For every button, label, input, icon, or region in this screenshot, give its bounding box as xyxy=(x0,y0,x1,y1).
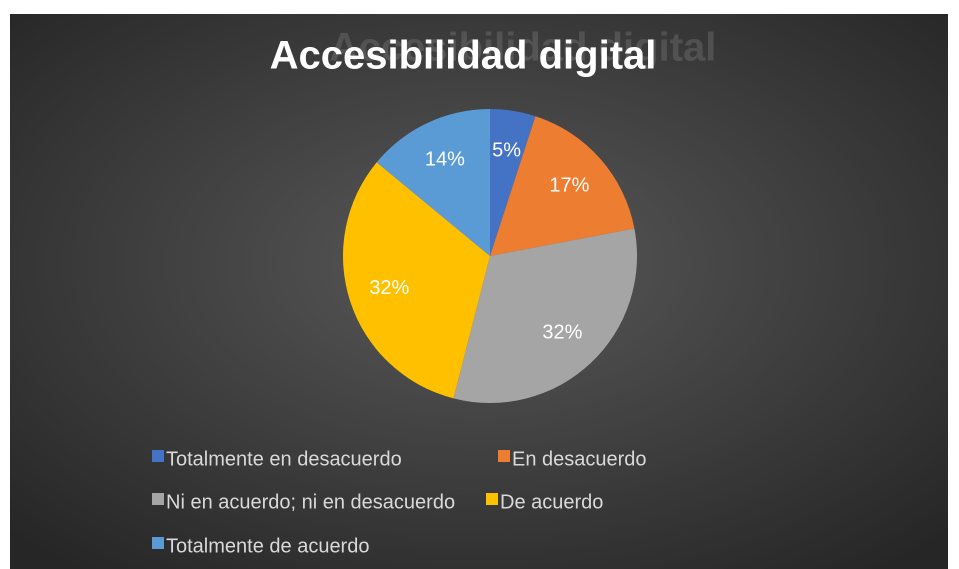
slice-label: 14% xyxy=(425,149,465,171)
legend-swatch xyxy=(498,450,510,462)
slice-label: 5% xyxy=(492,140,521,162)
legend-label: Ni en acuerdo; ni en desacuerdo xyxy=(166,491,455,513)
legend-label: Totalmente en desacuerdo xyxy=(166,448,402,470)
slice-label: 17% xyxy=(549,174,589,196)
chart-title: Accesibilidad digital xyxy=(270,34,657,78)
slice-label: 32% xyxy=(542,321,582,343)
legend-swatch xyxy=(152,450,164,462)
legend-label: De acuerdo xyxy=(500,491,603,513)
pie-slice xyxy=(343,162,490,399)
legend-label: Totalmente de acuerdo xyxy=(166,535,369,557)
pie-slice xyxy=(376,109,490,256)
legend-label: En desacuerdo xyxy=(512,448,647,470)
legend-swatch xyxy=(486,493,498,505)
legend-swatch xyxy=(152,493,164,505)
pie-slice xyxy=(453,228,637,403)
slice-label: 32% xyxy=(369,277,409,299)
legend-swatch xyxy=(152,537,164,549)
pie-slice xyxy=(490,109,536,256)
pie-slice xyxy=(490,116,635,256)
chart-title-shadow: Accesibilidad digital xyxy=(330,26,717,70)
